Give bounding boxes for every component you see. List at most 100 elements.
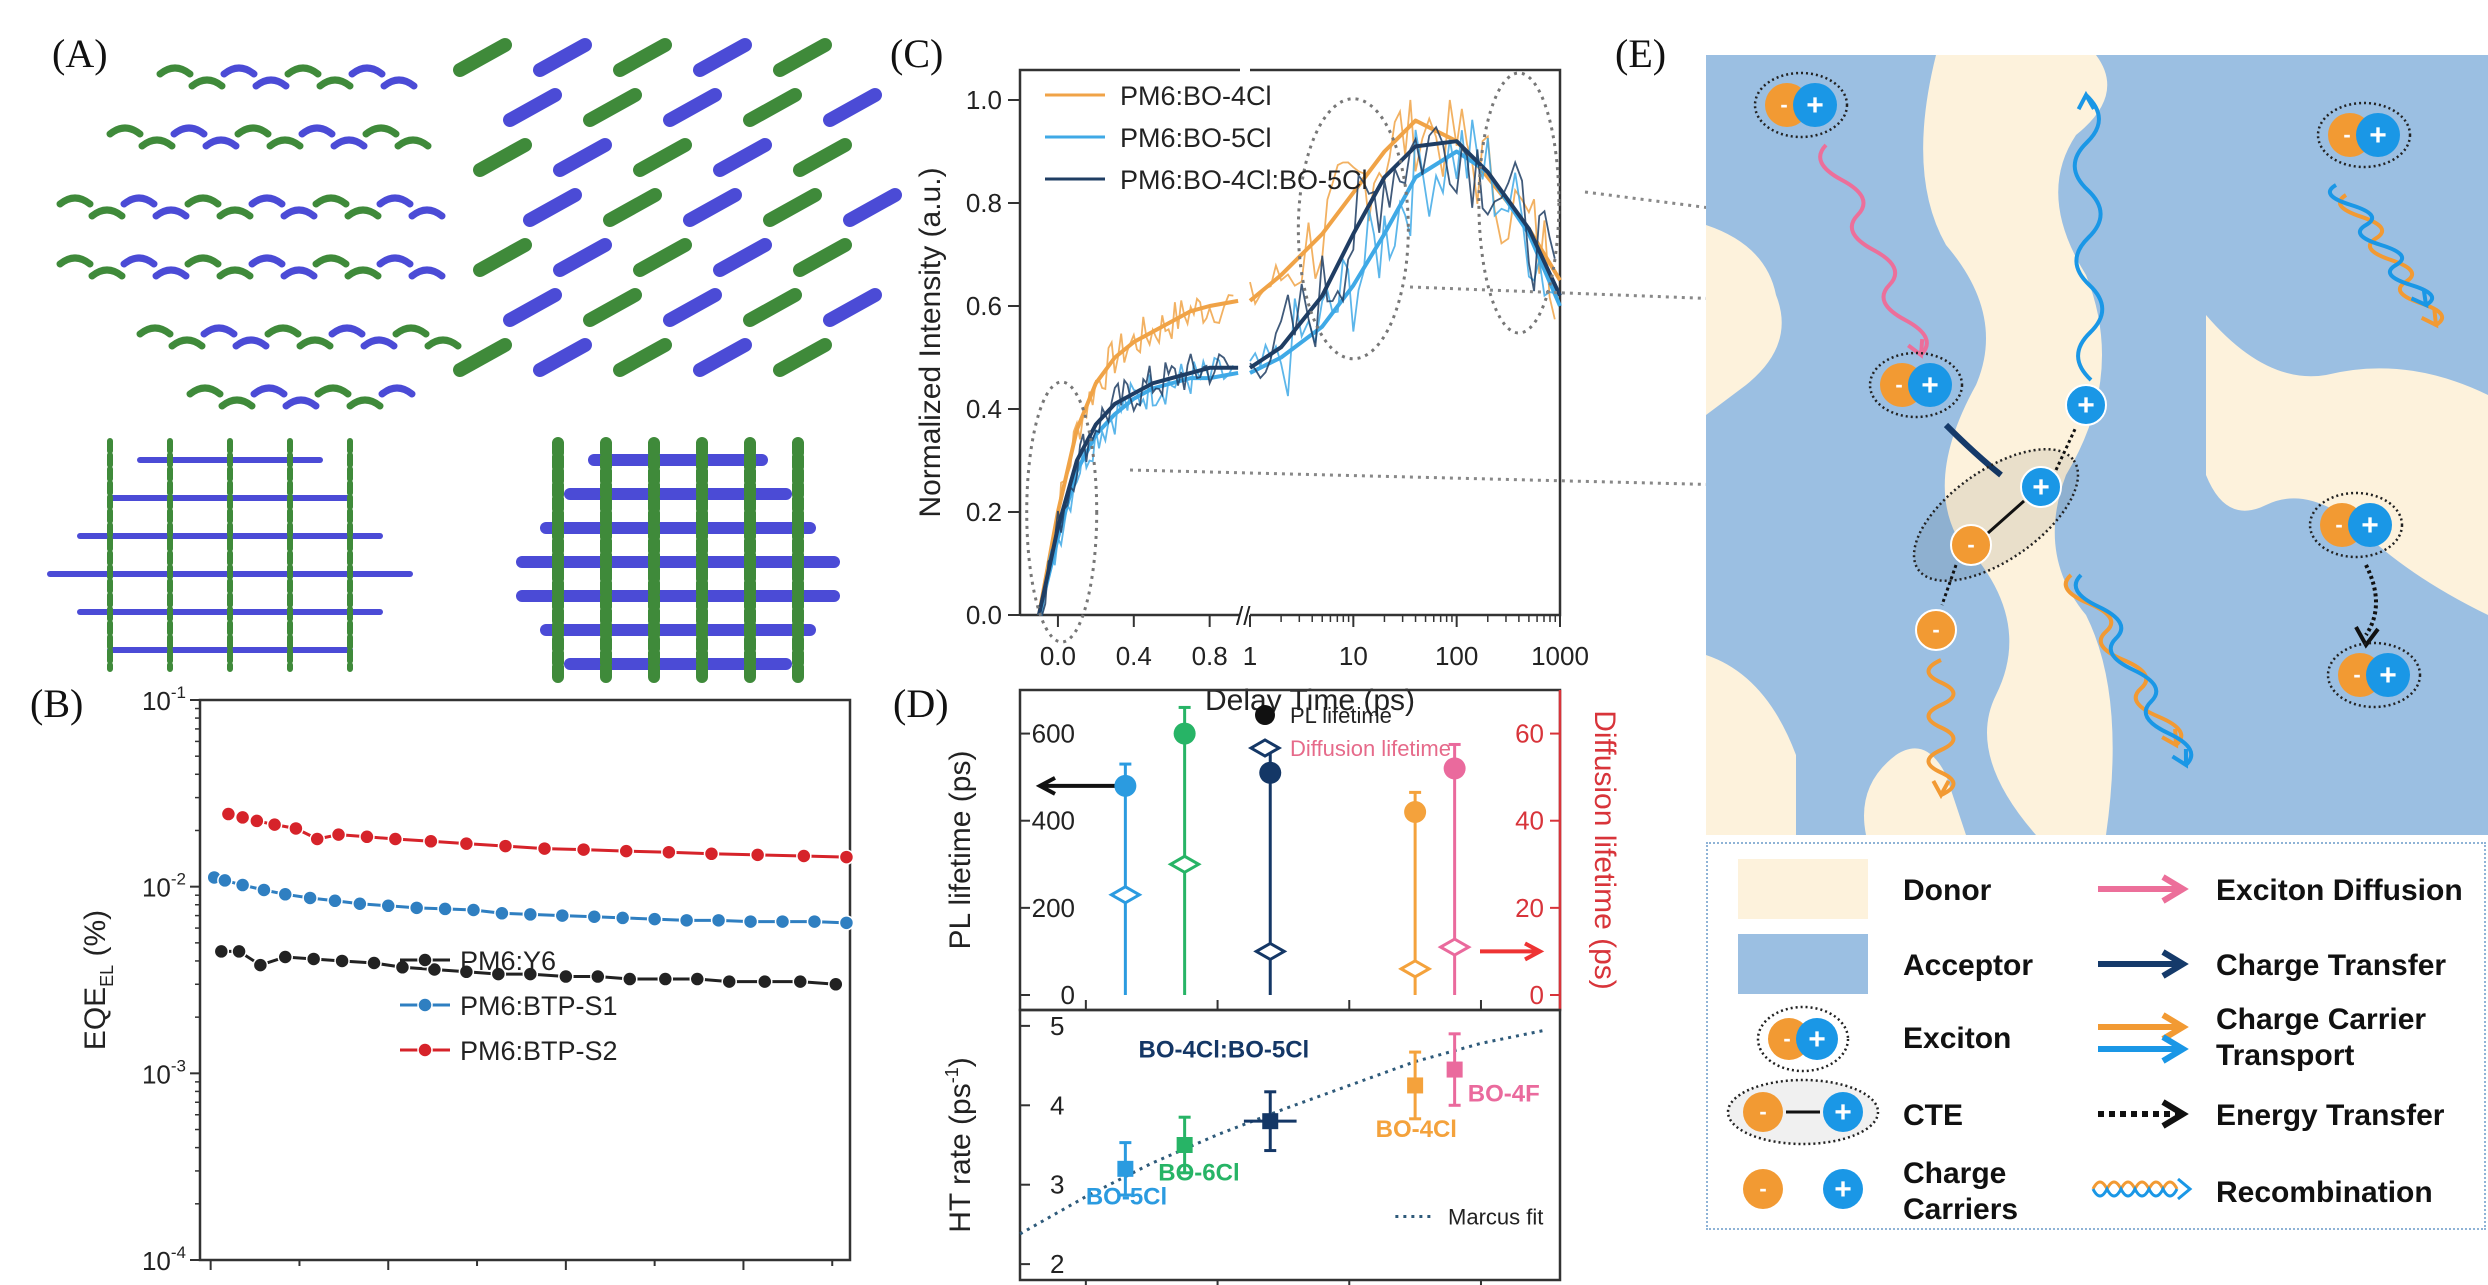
molecule-segment: [170, 124, 208, 138]
y-tick-label: 2: [1050, 1249, 1064, 1279]
y-tick-label: 3: [1050, 1170, 1064, 1200]
molecule-segment: [553, 138, 612, 177]
molecule-segment: [533, 338, 592, 377]
legend-label: PM6:BO-4Cl:BO-5Cl: [1120, 165, 1368, 195]
molecule-segment: [523, 188, 582, 227]
pl-point-BO-4Cl:BO-5Cl: [1259, 761, 1282, 784]
legend-swatch-acceptor: [1738, 934, 1868, 994]
hole-transport-arrow: [2072, 93, 2105, 382]
molecule-segment: [202, 136, 240, 150]
y-tick-label: 400: [1032, 806, 1075, 836]
plus-sign: +: [1808, 1023, 1826, 1056]
molecule-segment: [453, 338, 512, 377]
x-tick-label: 0.4: [1116, 641, 1152, 671]
arrowhead: [2410, 288, 2429, 309]
minus-sign: -: [1895, 372, 1902, 397]
molecule-segment: [633, 138, 692, 177]
data-point: [558, 968, 574, 985]
hole: [2065, 384, 2107, 426]
molecule-segment: [184, 194, 222, 208]
molecule-segment: [248, 254, 286, 268]
arrowhead: [2161, 949, 2189, 979]
data-point: [497, 838, 514, 854]
panel-label-e: (E): [1615, 31, 1667, 76]
y-axis-label-right: Diffusion lifetime (ps): [1588, 710, 1621, 990]
data-point: [522, 906, 539, 923]
legend-label: PM6:Y6: [460, 946, 556, 976]
energy-transfer-arrow: [2364, 564, 2378, 637]
data-point: [796, 848, 812, 864]
legend-hole: [1796, 1018, 1838, 1060]
x-tick-label: 1: [1243, 641, 1257, 671]
data-point: [622, 971, 638, 987]
arrowhead: [2177, 1177, 2193, 1201]
y-tick-label: 10-4: [142, 1243, 186, 1276]
data-point: [586, 908, 603, 925]
x-tick-label: 0.8: [1192, 641, 1228, 671]
charge-transfer-arrow: [1943, 422, 2003, 478]
point-label: BO-4Cl: [1376, 1116, 1457, 1143]
molecule-segment: [793, 138, 852, 177]
molecule-segment: [603, 188, 662, 227]
molecule-segment: [613, 338, 672, 377]
molecule-segment: [152, 266, 190, 280]
plus-sign: +: [2369, 119, 2387, 152]
data-point: [426, 961, 443, 978]
data-point: [302, 890, 318, 906]
data-point: [657, 971, 674, 987]
molecule-segment: [296, 336, 334, 350]
data-point: [742, 913, 759, 930]
data-point: [838, 849, 855, 865]
molecule-segment: [376, 194, 414, 208]
data-point: [554, 907, 571, 924]
x-tick-label: 10: [551, 1281, 580, 1285]
ht-point-BO-4Cl:BO-5Cl: [1262, 1113, 1279, 1130]
exciton-3: - +: [2316, 101, 2412, 169]
donor-region: [1706, 655, 1796, 835]
data-point: [266, 816, 283, 833]
molecule-segment: [344, 206, 382, 220]
molecule-segment: [88, 206, 126, 220]
legend-label-pl: PL lifetime: [1290, 703, 1392, 728]
molecule-segment: [693, 38, 752, 77]
molecule-segment: [743, 88, 802, 127]
molecule-segment: [408, 206, 446, 220]
legend-label: PM6:BO-4Cl: [1120, 81, 1272, 111]
data-point: [618, 843, 634, 859]
molecule-segment: [362, 124, 400, 138]
exciton-1: - +: [1753, 71, 1849, 139]
hole: [2020, 466, 2062, 508]
y-tick-label: 0.4: [966, 394, 1002, 424]
exciton-2: - +: [1868, 351, 1964, 419]
x-tick-label: 1000: [1531, 641, 1589, 671]
data-point: [522, 966, 539, 982]
molecule-segment: [186, 384, 224, 398]
data-point: [220, 806, 237, 822]
molecule-segment: [346, 396, 384, 410]
molecule-segment: [280, 206, 318, 220]
data-point: [305, 951, 322, 967]
legend-label-recombination: Recombination: [2216, 1176, 2433, 1209]
data-point: [806, 913, 823, 930]
y-axis-label: Normalized Intensity (a.u.): [914, 167, 947, 517]
molecule-segment: [314, 384, 352, 398]
legend-label-donor: Donor: [1903, 874, 1992, 907]
y-tick-label: 600: [1032, 719, 1075, 749]
diffusion-point-BO-5Cl: [1108, 885, 1143, 905]
molecule-segment: [663, 288, 722, 327]
molecule-segment: [232, 336, 270, 350]
y-tick-label: 10-2: [142, 870, 186, 903]
molecule-segment: [473, 238, 532, 277]
arrowhead: [2161, 1034, 2189, 1064]
arrowhead: [1931, 780, 1951, 800]
arrowhead: [2161, 728, 2179, 749]
lower-plot-frame: [1018, 1008, 1562, 1282]
legend-electron: [1743, 1169, 1783, 1209]
exciton-5: - +: [2326, 641, 2422, 709]
molecule-segment: [106, 124, 144, 138]
plus-sign: +: [1834, 1096, 1852, 1129]
data-point: [646, 911, 663, 927]
molecule-segment: [280, 266, 318, 280]
molecule-segment: [216, 206, 254, 220]
plot-frame: [1018, 68, 1562, 617]
